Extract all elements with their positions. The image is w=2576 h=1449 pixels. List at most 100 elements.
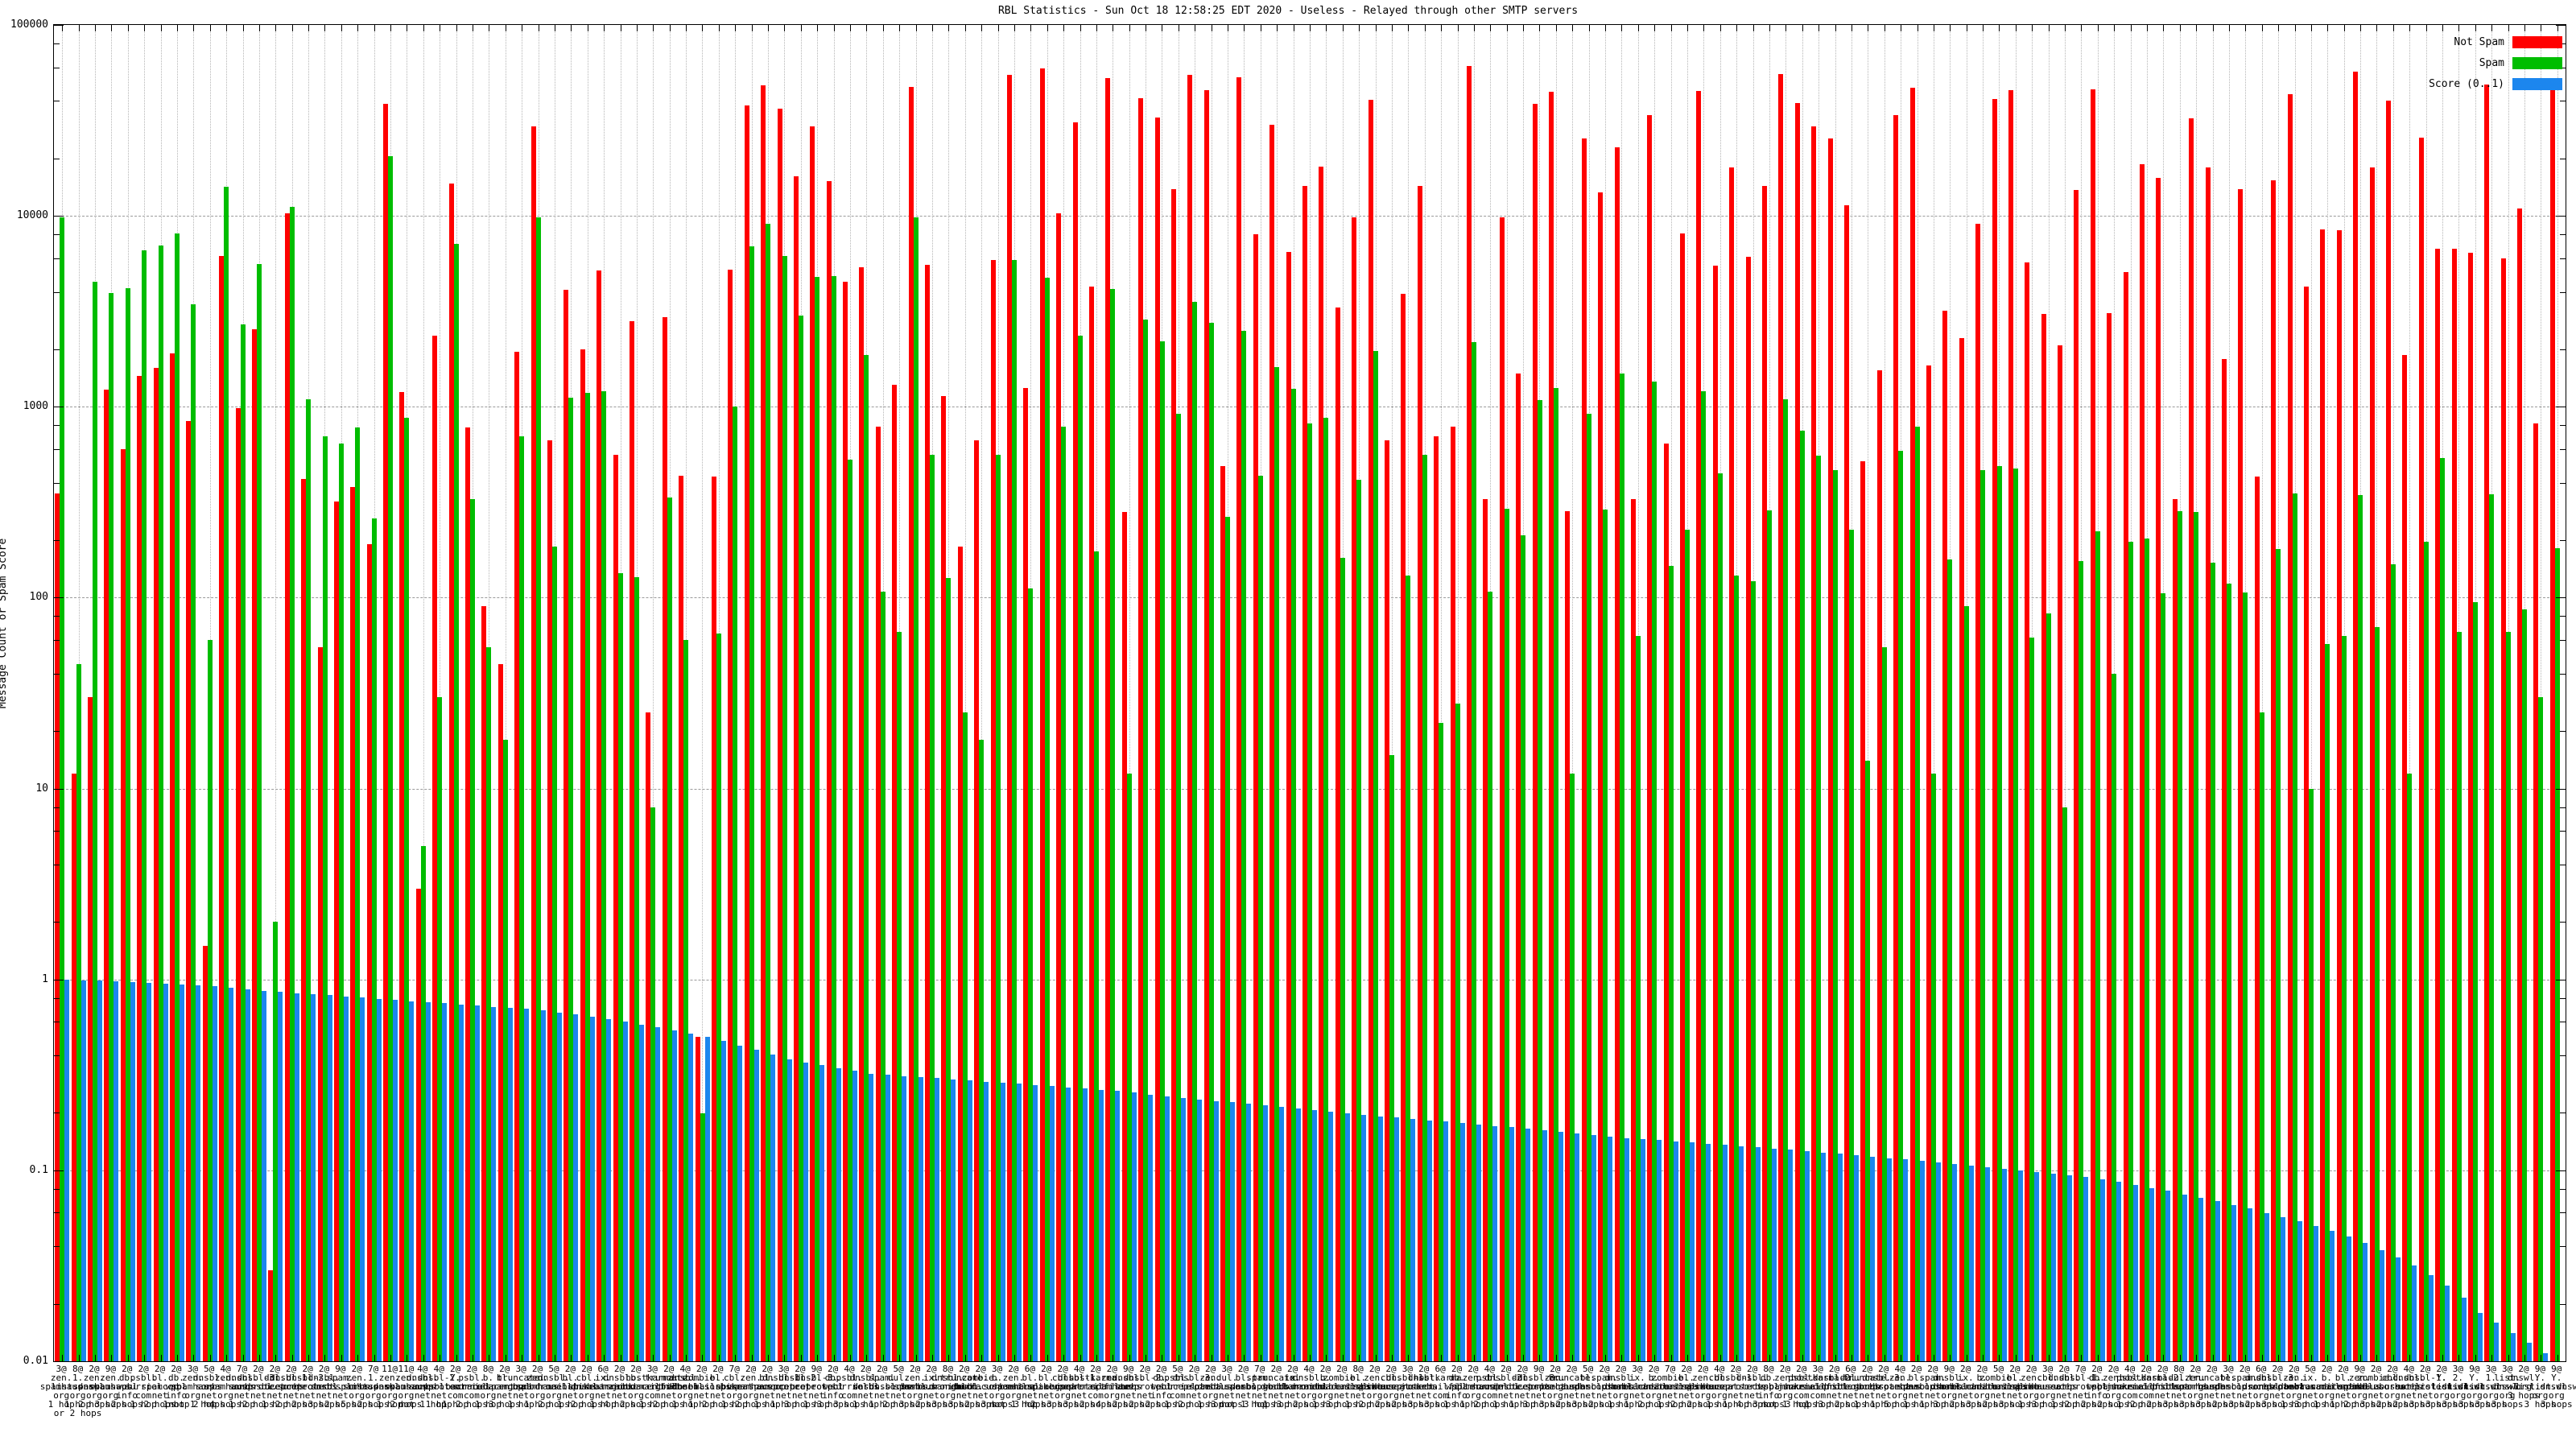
bar-not-spam xyxy=(1516,373,1521,1361)
bar-score xyxy=(2017,1170,2023,1361)
bar-spam xyxy=(962,712,968,1361)
x-tick-mark xyxy=(456,1355,457,1361)
score-swatch-icon xyxy=(2512,77,2562,90)
x-tick-mark xyxy=(1310,1355,1311,1361)
vertical-gridline xyxy=(1572,25,1573,1361)
y-minor-tick-mark xyxy=(2560,731,2566,732)
x-tick-mark xyxy=(357,25,358,31)
x-tick-label: 6@ hostkarma. junkemailfilter com 3 hops xyxy=(1400,1364,1480,1410)
bar-not-spam xyxy=(120,448,126,1361)
x-tick-label: 2@ dnsbl. sorbs net 1 hop xyxy=(2048,1364,2080,1410)
bar-not-spam xyxy=(317,647,323,1361)
bar-spam xyxy=(2440,457,2446,1361)
x-tick-label: 7@ 1. list.dnswl org 2 hops xyxy=(346,1364,400,1410)
bar-not-spam xyxy=(974,440,980,1361)
x-tick-label: 2@ zombie. dnsbl.sorbs net 3 hops xyxy=(2347,1364,2405,1410)
bar-score xyxy=(458,1004,464,1361)
bar-score xyxy=(1772,1148,1777,1361)
x-tick-mark xyxy=(2131,1355,2132,1361)
x-tick-mark xyxy=(653,25,654,31)
bar-not-spam xyxy=(153,367,159,1361)
bar-not-spam xyxy=(415,888,421,1361)
x-tick-mark xyxy=(226,1355,227,1361)
x-tick-mark xyxy=(2426,1355,2427,1361)
bar-score xyxy=(1739,1146,1744,1361)
bar-score xyxy=(918,1077,923,1361)
bar-spam xyxy=(2128,542,2133,1361)
y-minor-tick-mark xyxy=(54,1212,60,1213)
x-tick-mark xyxy=(341,1355,342,1361)
bar-not-spam xyxy=(186,421,192,1361)
bar-score xyxy=(2379,1249,2384,1361)
x-tick-label: 2@ truncate. gbudb net 1 hop xyxy=(1843,1364,1892,1410)
bar-score xyxy=(1673,1141,1678,1361)
x-tick-label: 2@ bl. mailspike net 2 hops xyxy=(694,1364,742,1410)
bar-not-spam xyxy=(695,1037,700,1361)
x-tick-mark xyxy=(2344,25,2345,31)
bar-spam xyxy=(1816,455,1822,1361)
x-tick-mark xyxy=(1671,1355,1672,1361)
x-tick-mark xyxy=(948,25,949,31)
bar-score xyxy=(606,1019,612,1361)
x-tick-label: 2@ db. wpbl info 3 hops xyxy=(816,1364,849,1410)
bar-score xyxy=(2527,1343,2532,1361)
x-tick-label: 9@ dnsbl-3. uceprotect net 1 hop xyxy=(790,1364,844,1410)
bar-score xyxy=(1476,1124,1481,1361)
bar-spam xyxy=(815,276,820,1361)
x-tick-label: 2@ truncate. gbudb net 1 hop xyxy=(1252,1364,1301,1410)
x-tick-label: 2@ dnsbl-2. uceprotect net 3 hops xyxy=(1807,1364,1861,1410)
x-tick-label: 3@ dnsbl-1. uceprotect net 1 hop xyxy=(757,1364,811,1410)
y-minor-tick-mark xyxy=(54,292,60,293)
x-tick-mark xyxy=(1999,1355,2000,1361)
bar-spam xyxy=(1537,400,1542,1361)
x-tick-mark xyxy=(948,1355,949,1361)
x-tick-label: 2@ dnsbl-3. uceprotect net 2 hops xyxy=(231,1364,286,1410)
bar-not-spam xyxy=(350,486,356,1361)
vertical-gridline xyxy=(702,25,703,1361)
bar-score xyxy=(147,982,152,1361)
bar-not-spam xyxy=(2451,249,2457,1361)
x-tick-mark xyxy=(1556,25,1557,31)
x-tick-mark xyxy=(998,25,999,31)
x-tick-mark xyxy=(834,25,835,31)
bar-score xyxy=(2264,1212,2269,1361)
x-tick-label: 2@ bl. spamcop net 2 hops xyxy=(1027,1364,1065,1410)
bar-score xyxy=(442,1003,448,1361)
bar-score xyxy=(589,1017,595,1361)
x-tick-label: 2@ b. barracudacentral org 3 hops xyxy=(1939,1364,2025,1410)
bar-not-spam xyxy=(1909,87,1915,1361)
bar-score xyxy=(1098,1089,1104,1361)
y-minor-tick-mark xyxy=(2560,258,2566,259)
plot-area: Not Spam Spam Score (0..1) xyxy=(53,24,2566,1362)
x-tick-label: 2@ dnsbl. sorbs net 3 hops xyxy=(1407,1364,1440,1410)
x-tick-mark xyxy=(193,1355,194,1361)
x-tick-mark xyxy=(1638,25,1639,31)
bar-not-spam xyxy=(1680,233,1685,1361)
bar-not-spam xyxy=(1138,97,1144,1361)
y-minor-tick-mark xyxy=(2560,640,2566,641)
bar-not-spam xyxy=(1827,138,1833,1361)
x-tick-label: 2@ cbl. abuseat org 2 hops xyxy=(2373,1364,2412,1410)
bar-not-spam xyxy=(2517,208,2522,1361)
x-tick-mark xyxy=(292,25,293,31)
bar-not-spam xyxy=(2090,89,2095,1361)
bar-score xyxy=(819,1065,825,1361)
bar-spam xyxy=(1307,423,1312,1361)
vertical-gridline xyxy=(2262,25,2263,1361)
bar-spam xyxy=(1471,342,1476,1361)
bar-score xyxy=(196,985,201,1361)
x-tick-mark xyxy=(177,25,178,31)
x-tick-mark xyxy=(2376,1355,2377,1361)
bar-spam xyxy=(1389,754,1394,1361)
y-minor-tick-mark xyxy=(54,540,60,541)
x-tick-mark xyxy=(2295,25,2296,31)
bar-spam xyxy=(2308,788,2314,1361)
bar-not-spam xyxy=(1762,186,1767,1361)
bar-not-spam xyxy=(88,697,93,1361)
x-tick-label: 5@ dul. dnsbl.sorbs net 2 hops xyxy=(869,1364,928,1410)
bar-not-spam xyxy=(957,547,963,1361)
bar-not-spam xyxy=(580,349,585,1361)
x-tick-mark xyxy=(1950,1355,1951,1361)
y-minor-tick-mark xyxy=(54,1246,60,1247)
bar-score xyxy=(1082,1088,1088,1361)
